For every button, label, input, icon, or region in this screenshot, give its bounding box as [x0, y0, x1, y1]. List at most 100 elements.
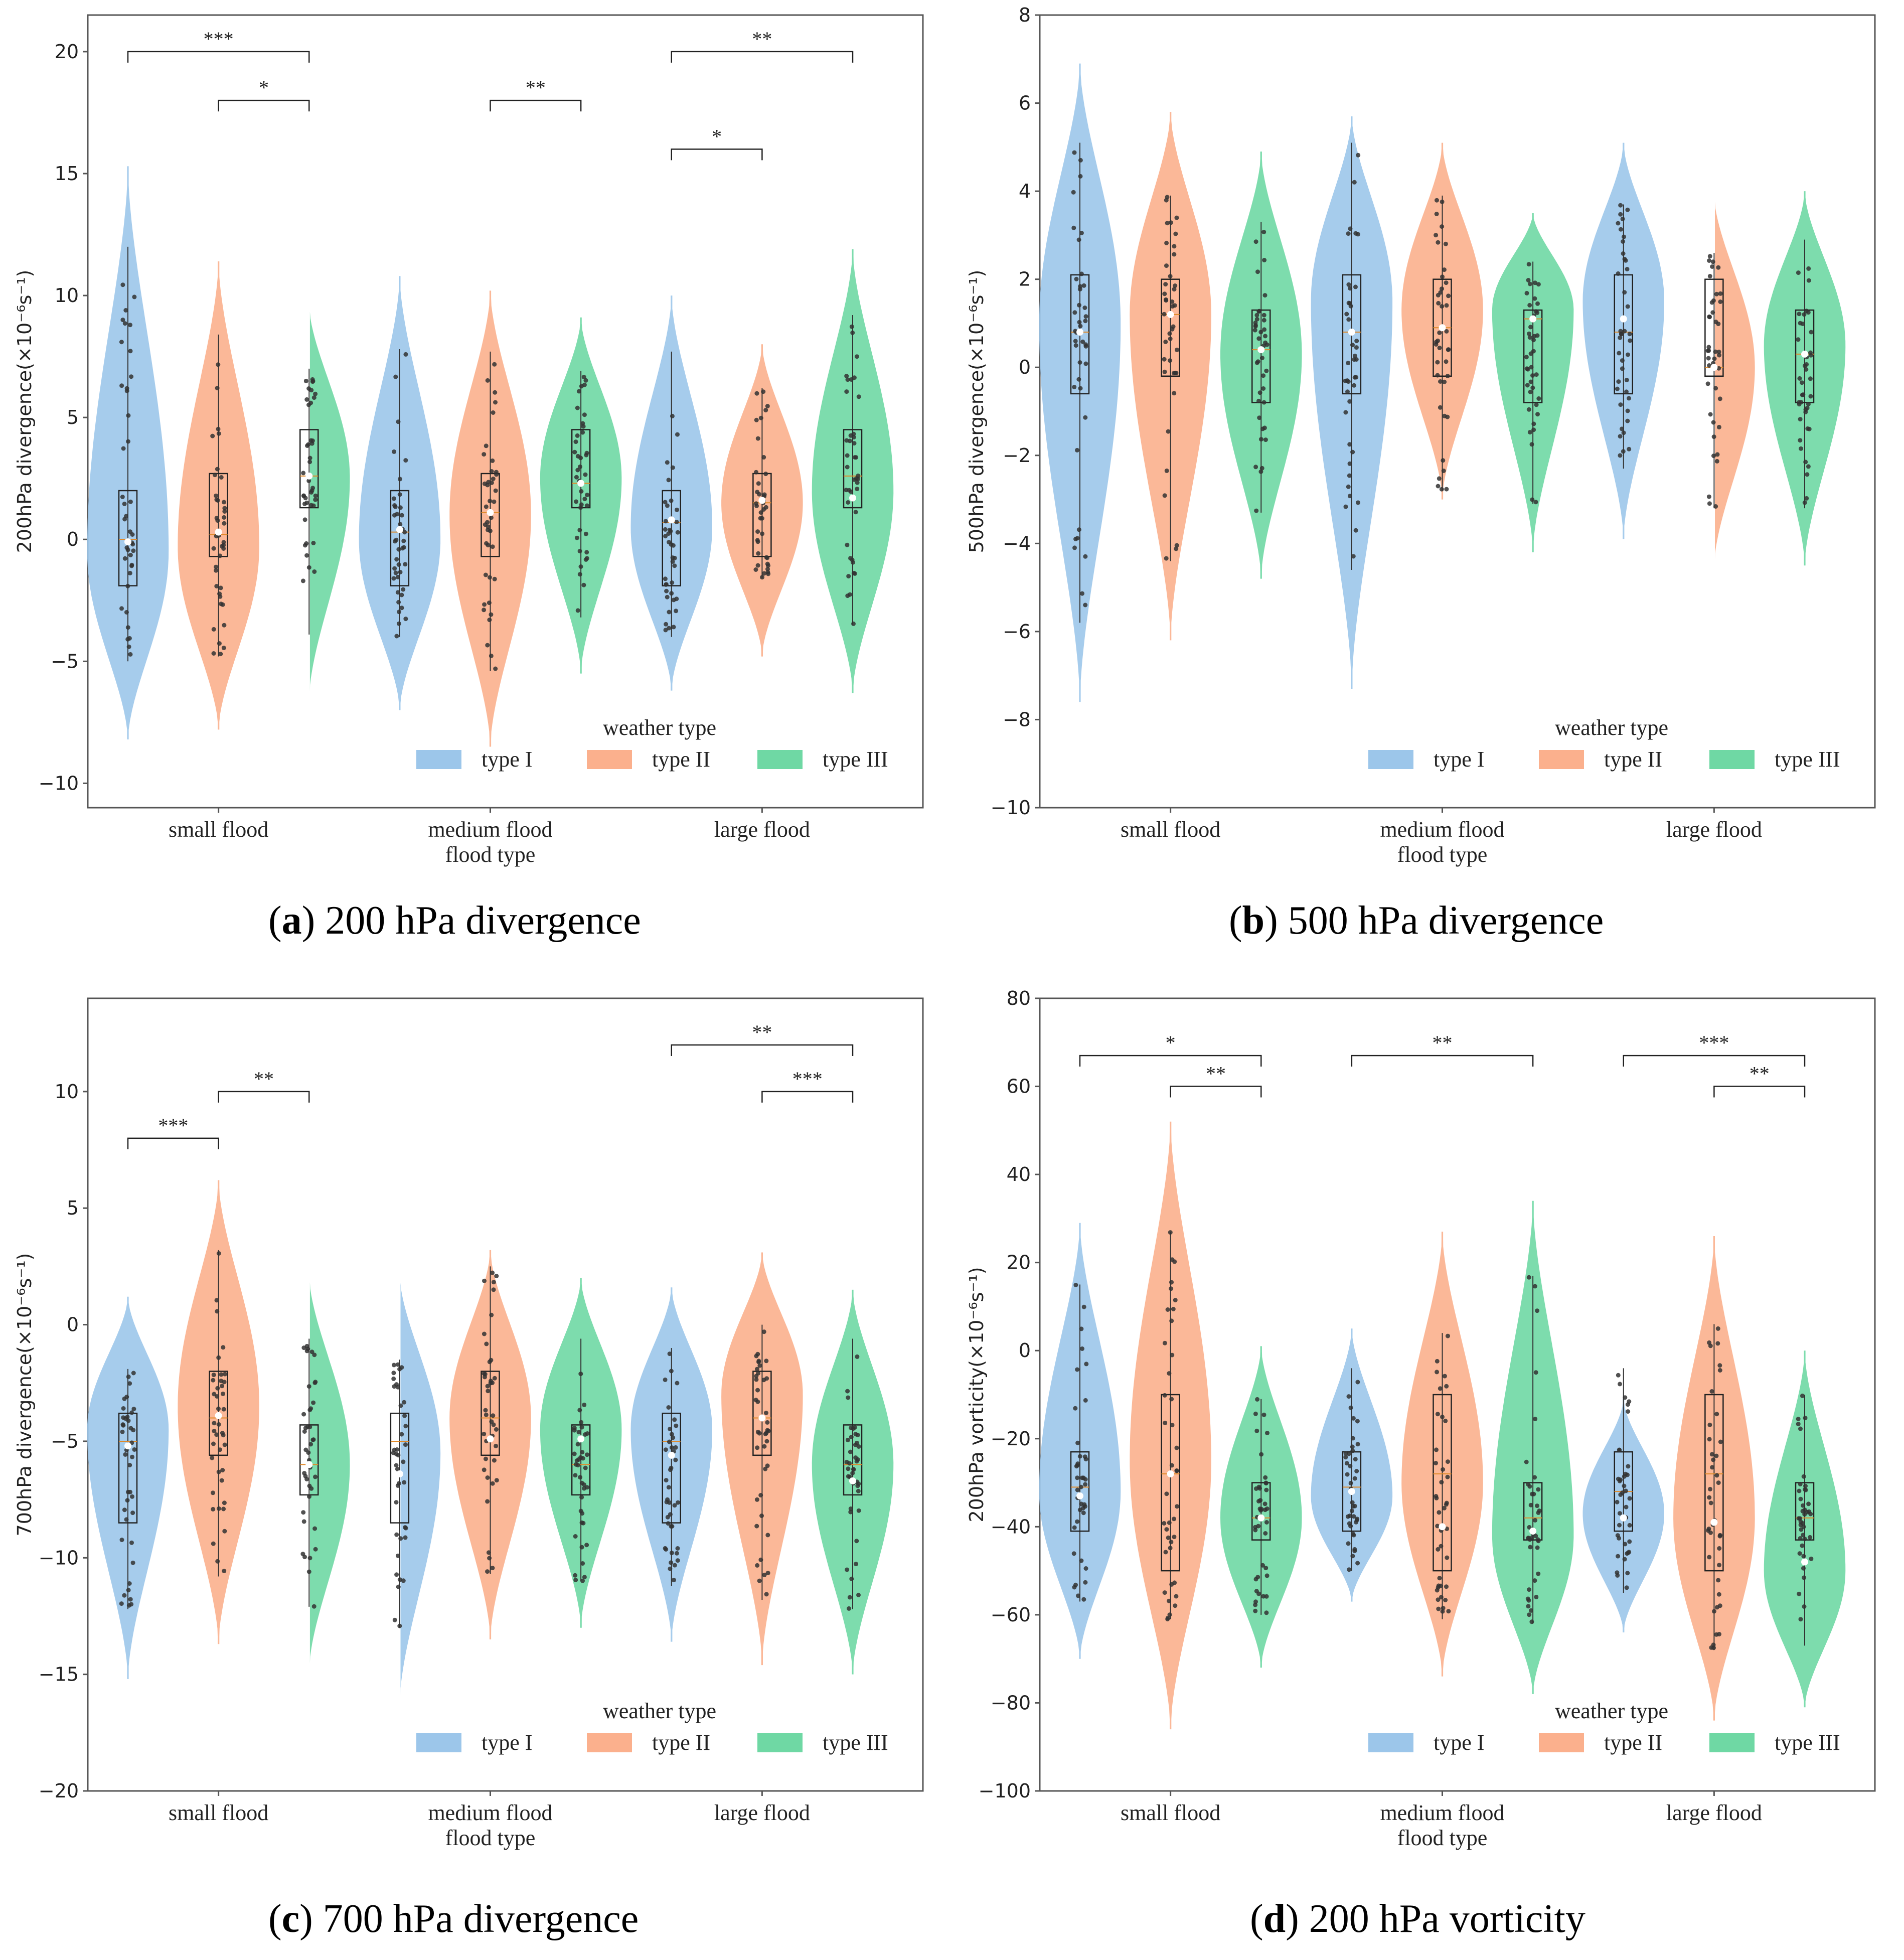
bracket-line [1351, 1054, 1534, 1067]
data-point [845, 593, 850, 598]
data-point [1083, 1482, 1088, 1487]
data-point [1798, 1617, 1803, 1622]
data-point [1169, 1582, 1174, 1587]
x-tick-label: medium flood [428, 817, 552, 842]
data-point [846, 500, 851, 505]
data-point [666, 1405, 671, 1410]
y-axis-label: 200hPa divergence(×10⁻⁶s⁻¹) [14, 270, 36, 553]
data-point [849, 324, 854, 329]
data-point [1717, 1546, 1722, 1551]
data-point [1804, 362, 1809, 367]
data-point [1533, 1370, 1538, 1375]
data-point [669, 1524, 674, 1529]
data-point [1708, 412, 1713, 417]
data-point [214, 584, 219, 588]
data-point [1256, 1499, 1261, 1503]
legend-swatch [587, 1733, 632, 1752]
data-point [1532, 296, 1537, 301]
data-point [396, 1481, 401, 1486]
data-point [1802, 312, 1807, 317]
data-point [1175, 1504, 1180, 1509]
data-point [1708, 1500, 1713, 1505]
iqr-box [1070, 1451, 1090, 1532]
data-point [1162, 357, 1167, 362]
data-point [1618, 227, 1623, 232]
y-tick-label: −6 [1003, 621, 1031, 643]
data-point [1434, 1495, 1439, 1500]
data-point [1168, 220, 1173, 225]
data-point [1261, 400, 1266, 405]
data-point [307, 460, 312, 465]
data-point [302, 517, 307, 522]
y-tick-label: −15 [39, 1664, 79, 1686]
iqr-box [118, 1412, 138, 1524]
data-point [1078, 324, 1083, 329]
data-point [129, 1410, 134, 1415]
data-point [397, 1577, 402, 1582]
violin-group [1764, 1350, 1846, 1708]
x-tick-label: medium flood [428, 1800, 552, 1825]
data-point [212, 1421, 217, 1426]
data-point [1174, 543, 1179, 548]
data-point [1806, 266, 1811, 271]
data-point [759, 516, 764, 521]
data-point [1797, 1488, 1802, 1493]
data-point [1625, 418, 1630, 423]
data-point [216, 1422, 221, 1427]
data-point [130, 1511, 135, 1516]
data-point [1076, 1593, 1080, 1598]
data-point [1797, 376, 1802, 381]
data-point [1804, 496, 1809, 501]
data-point [130, 1454, 134, 1459]
data-point [215, 386, 220, 391]
data-point [309, 388, 314, 393]
data-point [395, 574, 400, 579]
data-point [846, 1395, 851, 1400]
data-point [1261, 313, 1266, 318]
data-point [1078, 174, 1083, 179]
data-point [585, 1452, 589, 1457]
significance-label: ** [1206, 1063, 1226, 1085]
data-point [132, 1447, 137, 1452]
data-point [122, 1396, 127, 1401]
data-point [482, 1432, 487, 1436]
violin-group [1220, 1346, 1302, 1668]
mean-marker [1801, 350, 1808, 358]
data-point [1261, 1412, 1266, 1417]
data-point [1624, 1504, 1629, 1510]
violin-group [299, 312, 350, 698]
data-point [1807, 1509, 1812, 1514]
data-point [484, 1412, 489, 1417]
data-point [1174, 215, 1179, 220]
data-point [1081, 1304, 1086, 1309]
data-point [1260, 1563, 1265, 1568]
data-point [485, 1384, 490, 1389]
data-point [1715, 1341, 1720, 1346]
data-point [494, 1478, 499, 1483]
data-point [1796, 337, 1801, 342]
data-point [577, 572, 582, 577]
data-point [1802, 1604, 1807, 1609]
bracket-line [761, 1091, 854, 1103]
data-point [120, 1429, 125, 1434]
data-point [1530, 385, 1535, 390]
data-point [1444, 1502, 1449, 1507]
data-point [580, 421, 585, 426]
data-point [400, 546, 405, 551]
y-tick-label: −10 [39, 772, 79, 794]
data-point [1798, 321, 1803, 326]
mean-marker [668, 516, 675, 524]
data-point [403, 458, 408, 463]
data-point [301, 471, 306, 476]
data-point [1348, 286, 1353, 291]
data-point [583, 472, 588, 477]
violin-group [1704, 202, 1755, 566]
data-point [311, 1604, 316, 1609]
data-point [1620, 366, 1625, 371]
data-point [1706, 348, 1711, 353]
data-point [482, 1467, 487, 1472]
data-point [1264, 368, 1269, 373]
data-point [1167, 1520, 1172, 1525]
data-point [847, 438, 852, 443]
data-point [1802, 1575, 1807, 1580]
